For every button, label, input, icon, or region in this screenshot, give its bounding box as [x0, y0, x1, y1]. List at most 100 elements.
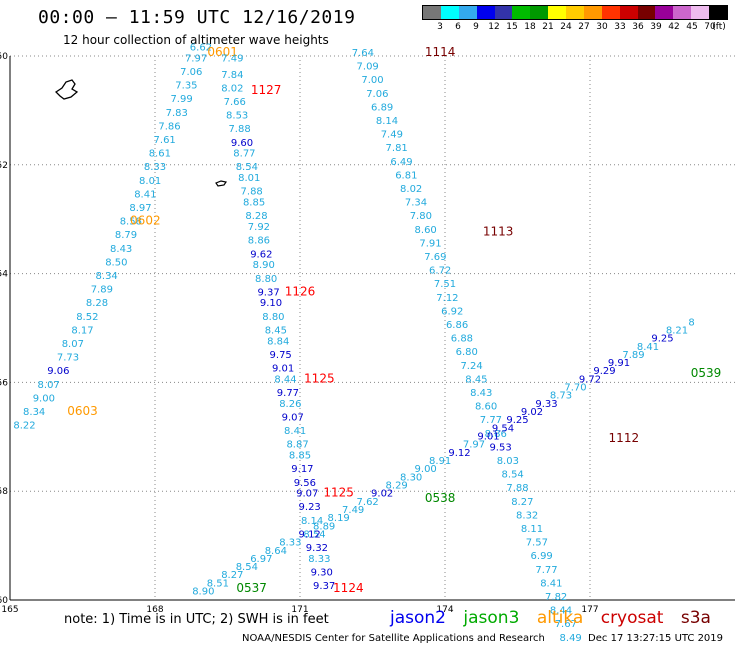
legend-swatch — [601, 6, 620, 19]
wave-height-value: 8.58 — [120, 217, 142, 228]
wave-height-value: 8.90 — [253, 260, 275, 271]
wave-height-value: 8.07 — [38, 380, 60, 391]
wave-height-value: 7.82 — [545, 592, 567, 603]
wave-height-value: 8.43 — [470, 388, 492, 399]
wave-height-value: 8.07 — [62, 339, 84, 350]
wave-height-value: 6.81 — [395, 170, 417, 181]
pass-time-label: 0603 — [67, 404, 98, 418]
wave-height-value: 7.88 — [506, 483, 528, 494]
wave-height-value: 7.97 — [185, 53, 207, 64]
legend-swatch — [583, 6, 602, 19]
lon-tick-label: 177 — [581, 605, 598, 615]
wave-height-value: 7.84 — [221, 70, 243, 81]
wave-height-value: 9.17 — [291, 464, 313, 475]
wave-height-value: 9.00 — [415, 464, 437, 475]
wave-height-value: 9.25 — [506, 415, 528, 426]
page-subtitle: 12 hour collection of altimeter wave hei… — [63, 33, 329, 47]
legend-swatch — [637, 6, 656, 19]
legend-swatch — [494, 6, 513, 19]
wave-height-value: 7.35 — [175, 81, 197, 92]
wave-height-value: 9.25 — [651, 334, 673, 345]
wave-height-value: 8.27 — [511, 497, 533, 508]
lon-tick-label: 174 — [436, 605, 453, 615]
legend-labels: 3 6 9 12 15 18 21 24 27 30 33 36 39 42 45 70 (ft) — [422, 20, 728, 32]
wave-height-value: 9.33 — [535, 399, 557, 410]
wave-height-value: 9.37 — [313, 581, 335, 592]
wave-height-value: 9.53 — [489, 442, 511, 453]
wave-height-value: 8.73 — [550, 391, 572, 402]
pass-time-label: 0538 — [425, 491, 456, 505]
wave-height-value: 9.10 — [260, 298, 282, 309]
pass-time-label: 0537 — [236, 581, 267, 595]
wave-height-value: 9.62 — [250, 249, 272, 260]
wave-height-value: 8.80 — [255, 274, 277, 285]
wave-height-value: 7.24 — [460, 361, 482, 372]
legend-label: 9 — [473, 22, 479, 32]
wave-height-value: 9.37 — [257, 287, 279, 298]
wave-height-value: 9.77 — [277, 388, 299, 399]
wave-height-value: 9.01 — [477, 432, 499, 443]
wave-height-value: 7.88 — [228, 124, 250, 135]
wave-height-value: 8.33 — [144, 162, 166, 173]
legend-label: 24 — [560, 22, 572, 32]
legend-color-bar — [422, 5, 728, 20]
wave-height-value: 8.49 — [560, 633, 582, 644]
wave-height-value: 7.99 — [170, 94, 192, 105]
wave-height-value: 8.80 — [262, 312, 284, 323]
legend-swatch — [691, 6, 709, 19]
pass-time-label: 0602 — [130, 214, 161, 228]
wave-height-value: 7.70 — [564, 383, 586, 394]
wave-height-value: 9.07 — [282, 412, 304, 423]
wave-height-value: 7.80 — [410, 211, 432, 222]
wave-height-value: 7.61 — [154, 135, 176, 146]
sat-legend-cryosat: cryosat — [600, 608, 664, 628]
wave-height-value: 8.61 — [149, 149, 171, 160]
lat-tick-label: -52 — [0, 161, 8, 171]
wave-height-value: 7.83 — [166, 108, 188, 119]
wave-height-value: 9.54 — [492, 423, 514, 434]
lat-tick-label: -60 — [0, 596, 8, 606]
wave-height-value: 8.54 — [502, 470, 524, 481]
legend-label: 15 — [506, 22, 518, 32]
legend-swatch — [423, 6, 441, 19]
legend-label: 27 — [578, 22, 590, 32]
lat-tick-label: -50 — [0, 52, 8, 62]
wave-height-value: 8.97 — [129, 203, 151, 214]
wave-height-value: 7.57 — [526, 538, 548, 549]
legend-swatch — [655, 6, 674, 19]
wave-height-value: 6.89 — [371, 102, 393, 113]
sat-legend-s3a: s3a — [680, 608, 711, 628]
legend-label: 33 — [614, 22, 626, 32]
island-outline — [215, 180, 227, 187]
wave-height-value: 9.12 — [448, 448, 470, 459]
wave-height-value: 8.01 — [139, 176, 161, 187]
legend-swatch — [476, 6, 495, 19]
legend-label: 6 — [455, 22, 461, 32]
wave-height-value: 9.29 — [593, 366, 615, 377]
wave-height-value: 8.53 — [226, 111, 248, 122]
wave-height-value: 6.62 — [190, 43, 212, 54]
wave-height-value: 8.54 — [236, 562, 258, 573]
wave-height-value: 8.60 — [475, 402, 497, 413]
wave-height-value: 6.72 — [429, 266, 451, 277]
wave-height-value: 8.33 — [279, 538, 301, 549]
wave-height-value: 6.97 — [250, 554, 272, 565]
pass-time-label: 1113 — [483, 225, 514, 239]
wave-height-value: 8.90 — [192, 587, 214, 598]
wave-height-value: 9.06 — [47, 366, 69, 377]
wave-height-value: 8.45 — [265, 325, 287, 336]
pass-time-label: 1126 — [285, 284, 316, 298]
wave-height-value: 6.88 — [451, 334, 473, 345]
wave-height-value: 8.77 — [233, 149, 255, 160]
legend-swatch — [458, 6, 477, 19]
legend-swatch — [530, 6, 549, 19]
legend-label: 3 — [437, 22, 443, 32]
wave-height-value: 7.77 — [535, 565, 557, 576]
wave-height-value: 9.30 — [311, 568, 333, 579]
wave-height-value: 8.41 — [540, 578, 562, 589]
wave-height-value: 7.69 — [424, 252, 446, 263]
legend-swatch — [548, 6, 566, 19]
pass-time-label: 1114 — [425, 45, 456, 59]
wave-height-value: 8.91 — [429, 456, 451, 467]
wave-height-value: 7.86 — [158, 121, 180, 132]
